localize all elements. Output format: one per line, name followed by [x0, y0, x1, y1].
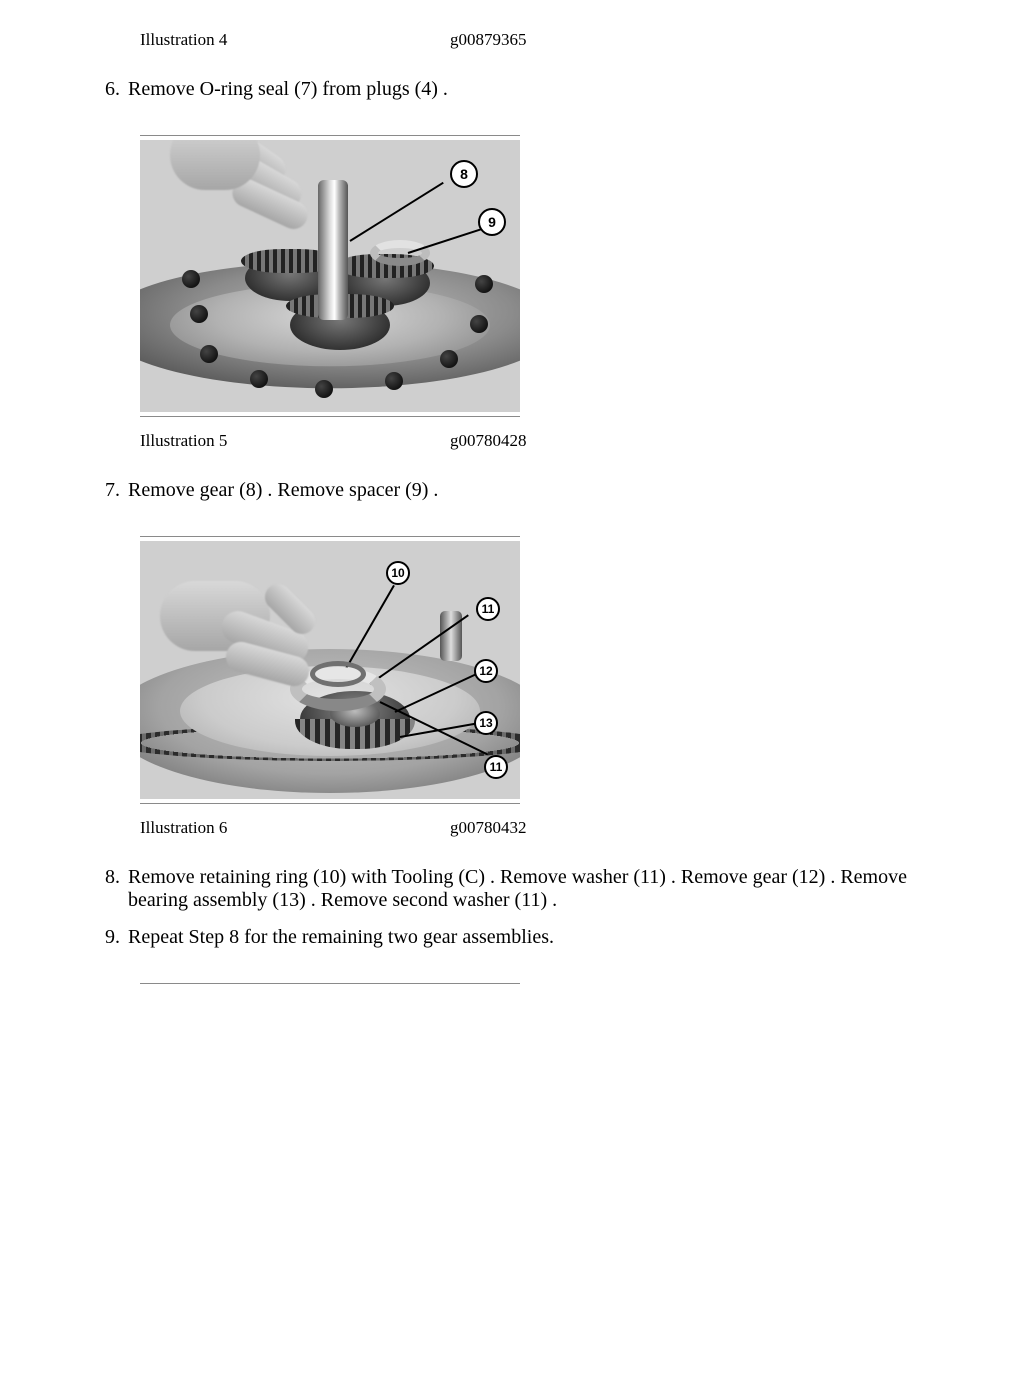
- figure-6-block: 10 11 12 13 11: [140, 536, 934, 804]
- step-6-text: Remove O-ring seal (7) from plugs (4) .: [128, 78, 934, 101]
- figure-7-block-start: [140, 983, 934, 984]
- figure-6-rule-top: [140, 536, 520, 537]
- step-8-text: Remove retaining ring (10) with Tooling …: [128, 866, 934, 912]
- callout-9: 9: [478, 208, 506, 236]
- figure-5-rule-bottom: [140, 416, 520, 417]
- step-9: 9. Repeat Step 8 for the remaining two g…: [90, 926, 934, 949]
- illustration-5-caption: Illustration 5 g00780428: [140, 431, 934, 451]
- step-7-number: 7.: [90, 479, 120, 502]
- figure-5-rule-top: [140, 135, 520, 136]
- step-8-number: 8.: [90, 866, 120, 912]
- illustration-6-label: Illustration 6: [140, 818, 450, 838]
- step-6-number: 6.: [90, 78, 120, 101]
- step-8: 8. Remove retaining ring (10) with Tooli…: [90, 866, 934, 912]
- illustration-4-code: g00879365: [450, 30, 527, 50]
- callout-8: 8: [450, 160, 478, 188]
- illustration-6-caption: Illustration 6 g00780432: [140, 818, 934, 838]
- step-9-text: Repeat Step 8 for the remaining two gear…: [128, 926, 934, 949]
- step-7-text: Remove gear (8) . Remove spacer (9) .: [128, 479, 934, 502]
- step-7: 7. Remove gear (8) . Remove spacer (9) .: [90, 479, 934, 502]
- figure-5-block: 8 9: [140, 135, 934, 417]
- callout-11-bottom: 11: [484, 755, 508, 779]
- figure-6-rule-bottom: [140, 803, 520, 804]
- page: Illustration 4 g00879365 6. Remove O-rin…: [0, 0, 1024, 1400]
- figure-5-photo: 8 9: [140, 140, 520, 412]
- step-6: 6. Remove O-ring seal (7) from plugs (4)…: [90, 78, 934, 101]
- illustration-5-code: g00780428: [450, 431, 527, 451]
- callout-12: 12: [474, 659, 498, 683]
- illustration-5-label: Illustration 5: [140, 431, 450, 451]
- callout-10: 10: [386, 561, 410, 585]
- step-9-number: 9.: [90, 926, 120, 949]
- callout-13: 13: [474, 711, 498, 735]
- figure-7-rule-top: [140, 983, 520, 984]
- illustration-6-code: g00780432: [450, 818, 527, 838]
- illustration-4-label: Illustration 4: [140, 30, 450, 50]
- figure-6-photo: 10 11 12 13 11: [140, 541, 520, 799]
- illustration-4-caption: Illustration 4 g00879365: [140, 30, 934, 50]
- callout-11-top: 11: [476, 597, 500, 621]
